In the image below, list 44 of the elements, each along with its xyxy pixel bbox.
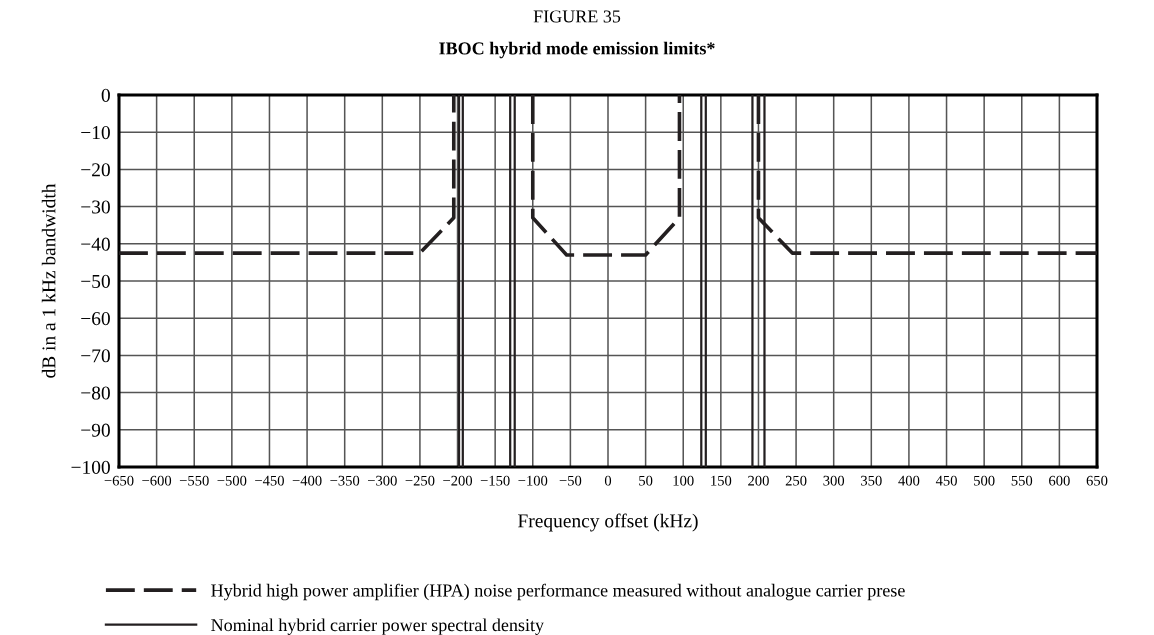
x-tick-label: −550 (179, 475, 209, 486)
x-tick-label: 250 (785, 475, 807, 486)
x-tick-label: 500 (974, 475, 995, 486)
x-tick-label: 550 (1011, 475, 1033, 486)
x-tick-label: 150 (711, 475, 732, 486)
x-tick-label: 450 (935, 475, 957, 486)
x-tick-label: −450 (255, 475, 284, 486)
x-tick-label: −50 (559, 475, 582, 486)
x-axis-title: Frequency offset (kHz) (518, 513, 698, 532)
x-tick-label: −150 (480, 475, 510, 486)
x-tick-label: 400 (898, 475, 920, 486)
y-tick-label: −70 (81, 349, 110, 363)
x-tick-label: 600 (1049, 475, 1070, 486)
y-tick-label: −30 (81, 200, 110, 214)
legend-label: Nominal hybrid carrier power spectral density (211, 618, 544, 635)
y-axis-title: dB in a 1 kHz bandwidth (41, 183, 56, 378)
x-tick-label: 350 (861, 475, 882, 486)
x-tick-label: 100 (673, 475, 694, 486)
x-tick-label: −100 (518, 475, 548, 486)
x-tick-label: 50 (639, 475, 653, 486)
y-tick-label: −90 (81, 423, 110, 437)
x-tick-label: −300 (367, 475, 397, 486)
x-tick-label: 300 (823, 475, 845, 486)
x-tick-label: −250 (405, 475, 435, 486)
x-tick-label: −200 (443, 475, 473, 486)
y-tick-label: −10 (81, 126, 110, 140)
y-tick-label: 0 (101, 88, 110, 102)
y-tick-label: −20 (81, 163, 110, 177)
x-tick-label: 650 (1086, 475, 1108, 486)
x-tick-label: 0 (604, 475, 612, 486)
x-tick-label: −650 (104, 475, 134, 486)
x-tick-label: −350 (330, 475, 360, 486)
chart-title: FIGURE 35 (533, 10, 621, 23)
legend-label: Hybrid high power amplifier (HPA) noise performance measured without analogue carrier prese (211, 583, 905, 601)
x-tick-label: −400 (292, 475, 322, 486)
y-tick-label: −60 (81, 312, 110, 326)
x-tick-label: −500 (217, 475, 247, 486)
y-tick-label: −100 (71, 460, 110, 474)
y-tick-label: −50 (81, 274, 110, 288)
y-tick-label: −40 (81, 237, 110, 251)
x-tick-label: 200 (748, 475, 769, 486)
y-tick-label: −80 (81, 386, 110, 400)
x-tick-label: −600 (142, 475, 172, 486)
chart-subtitle: IBOC hybrid mode emission limits* (439, 41, 715, 59)
